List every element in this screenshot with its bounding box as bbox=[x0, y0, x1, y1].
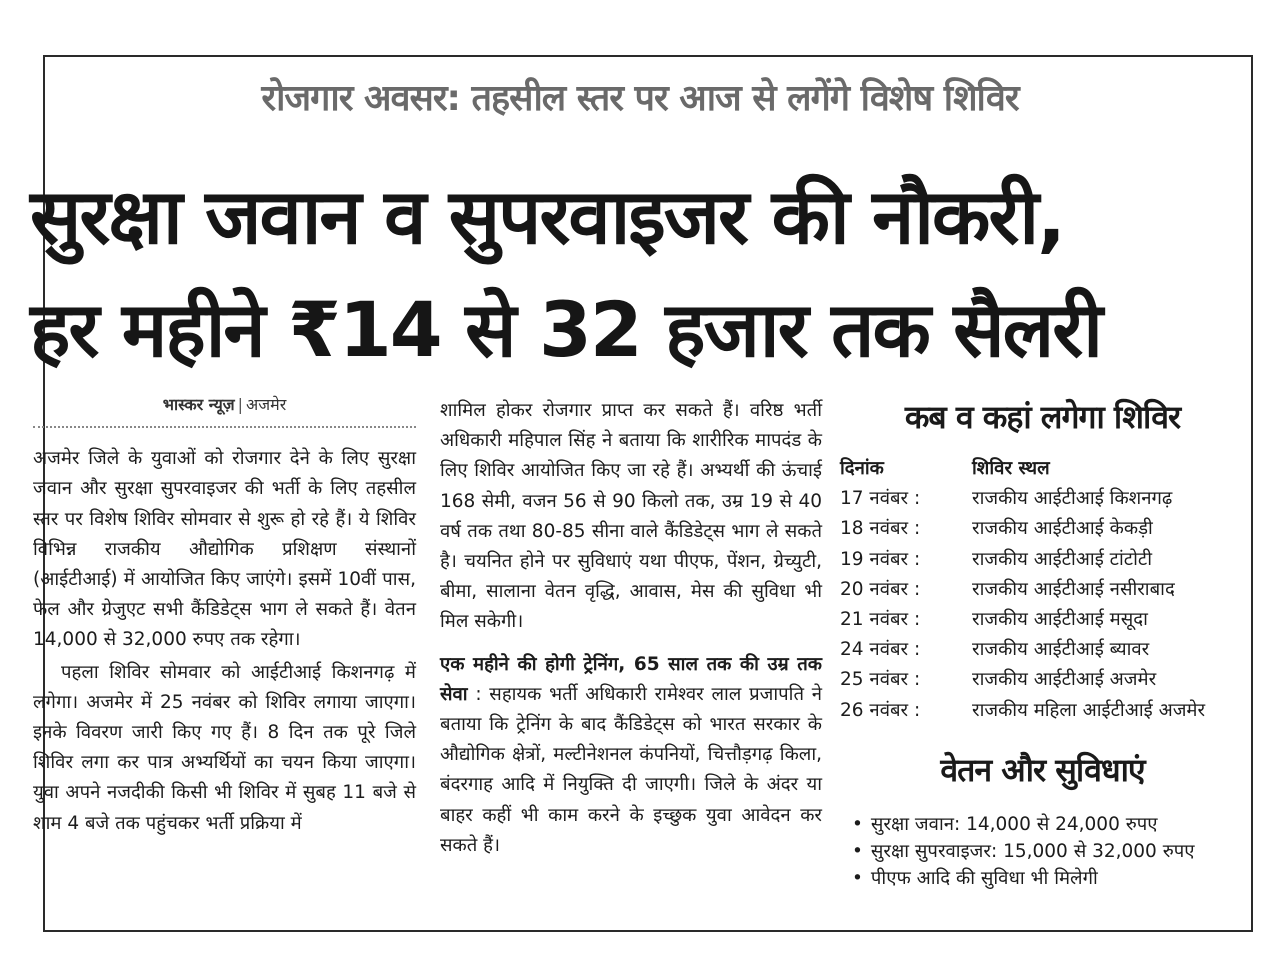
schedule-row: 19 नवंबर : राजकीय आईटीआई टांटोटी bbox=[840, 545, 1245, 575]
paragraph: शामिल होकर रोजगार प्राप्त कर सकते हैं। व… bbox=[440, 400, 822, 633]
date: 18 नवंबर : bbox=[840, 518, 921, 540]
venue: राजकीय आईटीआई अजमेर bbox=[972, 669, 1157, 691]
paragraph: पहला शिविर सोमवार को आईटीआई किशनगढ़ में … bbox=[33, 661, 416, 834]
schedule-header: दिनांक शिविर स्थल bbox=[840, 454, 1245, 484]
schedule-title: कब व कहां लगेगा शिविर bbox=[904, 398, 1181, 436]
date: 24 नवंबर : bbox=[840, 639, 921, 661]
byline: भास्कर न्यूज़ | अजमेर bbox=[33, 390, 416, 429]
schedule-row: 24 नवंबर : राजकीय आईटीआई ब्यावर bbox=[840, 635, 1245, 665]
venue: राजकीय आईटीआई टांटोटी bbox=[972, 548, 1153, 570]
salary-item: पीएफ आदि की सुविधा भी मिलेगी bbox=[852, 865, 1245, 892]
sidebar-box: कब व कहां लगेगा शिविर दिनांक शिविर स्थल … bbox=[840, 395, 1245, 892]
date: 25 नवंबर : bbox=[840, 669, 921, 691]
salary-title: वेतन और सुविधाएं bbox=[940, 750, 1145, 789]
byline-source: भास्कर न्यूज़ bbox=[162, 395, 235, 414]
headline-line-2: हर महीने ₹14 से 32 हजार तक सैलरी bbox=[30, 285, 1103, 374]
schedule-row: 21 नवंबर : राजकीय आईटीआई मसूदा bbox=[840, 605, 1245, 635]
schedule-row: 25 नवंबर : राजकीय आईटीआई अजमेर bbox=[840, 665, 1245, 695]
schedule-row: 17 नवंबर : राजकीय आईटीआई किशनगढ़ bbox=[840, 484, 1245, 514]
schedule-row: 18 नवंबर : राजकीय आईटीआई केकड़ी bbox=[840, 514, 1245, 544]
venue: राजकीय आईटीआई ब्यावर bbox=[972, 639, 1150, 661]
schedule-table: दिनांक शिविर स्थल 17 नवंबर : राजकीय आईटीआ… bbox=[840, 454, 1245, 726]
article-border bbox=[43, 55, 1253, 932]
venue: राजकीय आईटीआई मसूदा bbox=[972, 609, 1148, 631]
date: 26 नवंबर : bbox=[840, 699, 921, 721]
paragraph-text: : सहायक भर्ती अधिकारी रामेश्वर लाल प्रजा… bbox=[440, 683, 822, 856]
byline-place: अजमेर bbox=[246, 395, 287, 414]
date: 19 नवंबर : bbox=[840, 548, 921, 570]
salary-list: सुरक्षा जवान: 14,000 से 24,000 रुपएसुरक्… bbox=[840, 811, 1245, 892]
middle-column: शामिल होकर रोजगार प्राप्त कर सकते हैं। व… bbox=[440, 396, 822, 861]
paragraph: एक महीने की होगी ट्रेनिंग, 65 साल तक की … bbox=[440, 650, 822, 861]
venue: राजकीय आईटीआई नसीराबाद bbox=[972, 578, 1175, 600]
date: 17 नवंबर : bbox=[840, 488, 921, 510]
venue: राजकीय आईटीआई किशनगढ़ bbox=[972, 488, 1173, 510]
headline-line-1: सुरक्षा जवान व सुपरवाइजर की नौकरी, bbox=[30, 172, 1066, 261]
schedule-row: 20 नवंबर : राजकीय आईटीआई नसीराबाद bbox=[840, 575, 1245, 605]
paragraph: अजमेर जिले के युवाओं को रोजगार देने के ल… bbox=[33, 448, 416, 651]
header-date: दिनांक bbox=[840, 458, 884, 479]
date: 20 नवंबर : bbox=[840, 578, 921, 600]
byline-separator: | bbox=[237, 395, 244, 414]
salary-item: सुरक्षा जवान: 14,000 से 24,000 रुपए bbox=[852, 811, 1245, 838]
subheading: एक महीने की होगी ट्रेनिंग, 65 साल तक की … bbox=[440, 653, 822, 705]
venue: राजकीय महिला आईटीआई अजमेर bbox=[972, 699, 1206, 721]
kicker: रोजगार अवसर: तहसील स्तर पर आज से लगेंगे … bbox=[261, 78, 1019, 119]
left-column: भास्कर न्यूज़ | अजमेर अजमेर जिले के युवाओं… bbox=[33, 390, 416, 839]
header-venue: शिविर स्थल bbox=[972, 458, 1050, 479]
headline: सुरक्षा जवान व सुपरवाइजर की नौकरी, हर मह… bbox=[30, 160, 1260, 386]
venue: राजकीय आईटीआई केकड़ी bbox=[972, 518, 1153, 540]
salary-item: सुरक्षा सुपरवाइजर: 15,000 से 32,000 रुपए bbox=[852, 838, 1245, 865]
schedule-row: 26 नवंबर : राजकीय महिला आईटीआई अजमेर bbox=[840, 696, 1245, 726]
date: 21 नवंबर : bbox=[840, 609, 921, 631]
